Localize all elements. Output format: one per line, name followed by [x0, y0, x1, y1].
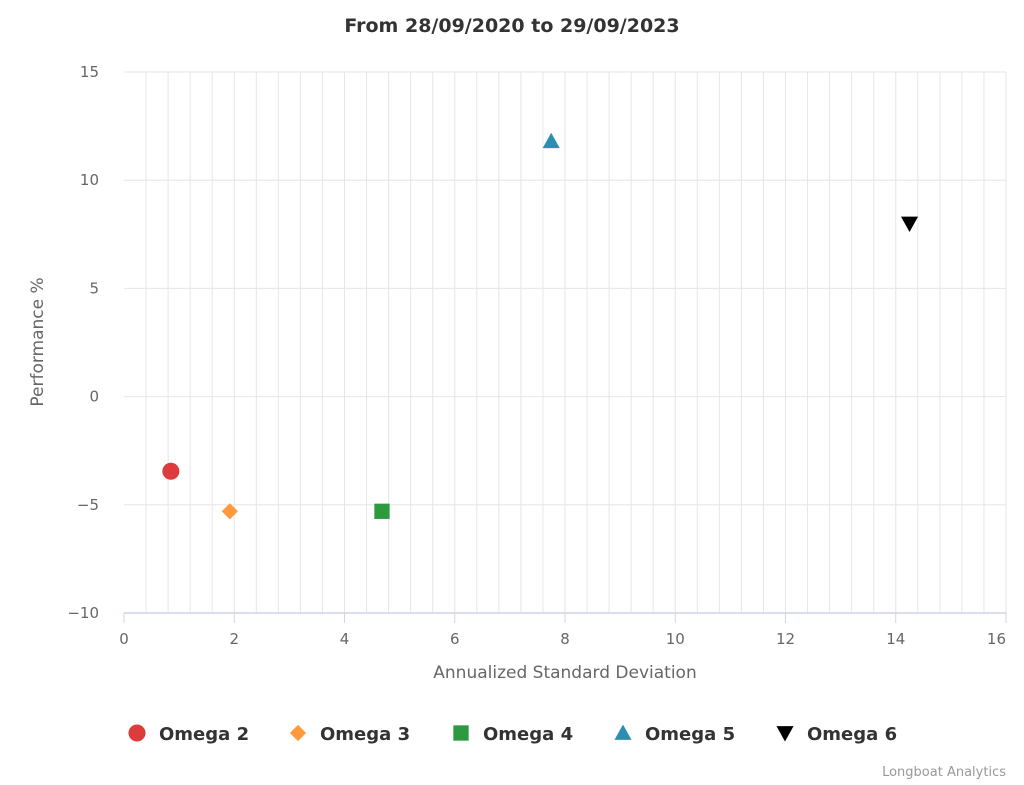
- x-tick-label: 0: [119, 630, 129, 648]
- legend-item-omega-4[interactable]: Omega 4: [453, 724, 573, 745]
- legend-symbol-omega-2: [128, 724, 146, 742]
- data-point-omega-2: [162, 462, 180, 480]
- legend-label-omega-3: Omega 3: [320, 724, 410, 745]
- y-tick-label: 0: [89, 388, 99, 406]
- x-tick-label: 10: [666, 630, 685, 648]
- y-tick-label: 15: [80, 63, 99, 81]
- legend-label-omega-4: Omega 4: [483, 724, 573, 745]
- legend-item-omega-3[interactable]: Omega 3: [289, 724, 410, 745]
- legend-symbol-omega-4: [453, 725, 469, 741]
- x-tick-label: 6: [450, 630, 460, 648]
- legend-label-omega-2: Omega 2: [159, 724, 249, 745]
- legend-symbol-omega-3: [289, 724, 307, 742]
- y-tick-label: 10: [80, 171, 99, 189]
- legend-item-omega-6[interactable]: Omega 6: [776, 724, 897, 745]
- data-point-omega-3: [221, 503, 238, 520]
- x-axis-title: Annualized Standard Deviation: [433, 663, 696, 683]
- data-point-omega-4: [374, 503, 390, 519]
- x-tick-label: 4: [340, 630, 350, 648]
- legend-symbol-omega-6: [776, 726, 794, 742]
- data-point-omega-5: [542, 132, 560, 149]
- axes: 0 2 4 6 8 10 12 14 16 −10 −5 0 5 10 15: [67, 63, 1007, 648]
- x-tick-label: 14: [886, 630, 905, 648]
- grid: [124, 71, 1007, 613]
- legend-item-omega-5[interactable]: Omega 5: [614, 724, 735, 745]
- x-tick-label: 2: [229, 630, 239, 648]
- data-points: [162, 132, 919, 520]
- chart-title: From 28/09/2020 to 29/09/2023: [344, 15, 679, 37]
- y-tick-label: −10: [67, 604, 99, 622]
- legend-item-omega-2[interactable]: Omega 2: [128, 724, 249, 745]
- legend-label-omega-6: Omega 6: [807, 724, 897, 745]
- data-point-omega-6: [900, 216, 919, 233]
- y-tick-label: 5: [89, 279, 99, 297]
- legend: Omega 2 Omega 3 Omega 4 Omega 5 Omega 6: [128, 724, 897, 745]
- credits-label: Longboat Analytics: [882, 765, 1006, 780]
- y-tick-label: −5: [77, 496, 99, 514]
- x-tick-label: 8: [560, 630, 570, 648]
- legend-symbol-omega-5: [614, 724, 632, 740]
- x-tick-label: 16: [987, 630, 1006, 648]
- y-axis-title: Performance %: [28, 277, 48, 406]
- legend-label-omega-5: Omega 5: [645, 724, 735, 745]
- x-tick-label: 12: [776, 630, 795, 648]
